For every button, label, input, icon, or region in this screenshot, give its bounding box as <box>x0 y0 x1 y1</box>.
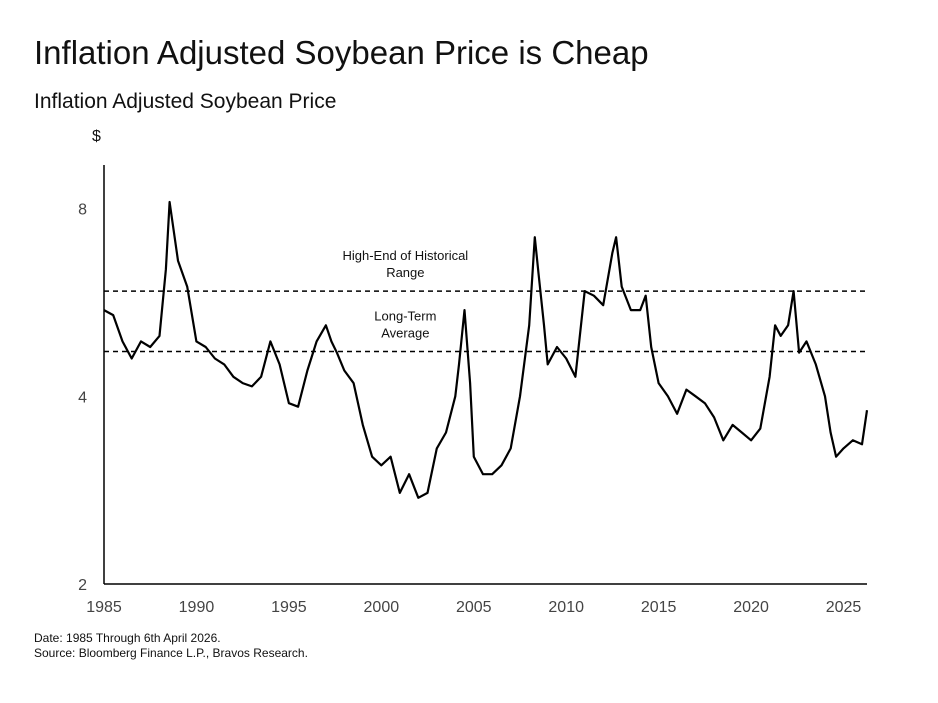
x-tick-label: 2020 <box>733 599 769 616</box>
x-tick-label: 2025 <box>826 599 862 616</box>
date-range-note: Date: 1985 Through 6th April 2026. <box>34 631 221 645</box>
long-term-average-label: Average <box>381 326 429 341</box>
y-tick-label: 8 <box>78 202 87 219</box>
x-tick-label: 2000 <box>364 599 400 616</box>
chart-series <box>103 200 869 499</box>
y-tick-label: 4 <box>78 389 87 406</box>
x-tick-label: 2010 <box>548 599 584 616</box>
page-title: Inflation Adjusted Soybean Price is Chea… <box>34 34 649 71</box>
high-end-range-label: High-End of Historical <box>342 248 468 263</box>
chart-footer: Date: 1985 Through 6th April 2026. Sourc… <box>34 631 308 661</box>
chart-axes: 2 4 8 1985 1990 1995 2000 2005 2010 2015 2020 2025 <box>78 165 867 616</box>
high-end-range-label: Range <box>386 265 424 280</box>
price-line <box>103 200 869 499</box>
x-tick-label: 1995 <box>271 599 307 616</box>
chart-subtitle: Inflation Adjusted Soybean Price <box>34 90 337 113</box>
x-tick-label: 1985 <box>86 599 122 616</box>
long-term-average-label: Long-Term <box>374 309 436 324</box>
source-note: Source: Bloomberg Finance L.P., Bravos R… <box>34 646 308 660</box>
reference-lines: High-End of Historical Range Long-Term Aver… <box>104 248 867 353</box>
x-tick-label: 2005 <box>456 599 492 616</box>
x-tick-label: 2015 <box>641 599 677 616</box>
x-tick-label: 1990 <box>179 599 215 616</box>
y-tick-label: 2 <box>78 577 87 594</box>
y-axis-unit-label: $ <box>92 128 101 145</box>
